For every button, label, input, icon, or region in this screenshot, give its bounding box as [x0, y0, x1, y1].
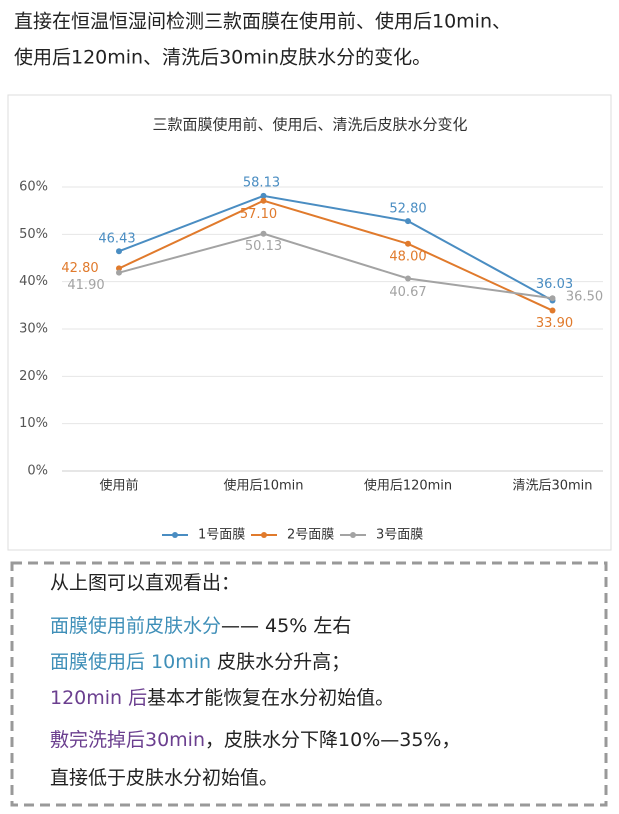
note-text: 敷完洗掉后30min [50, 729, 205, 751]
data-label: 52.80 [389, 202, 426, 217]
data-point [260, 230, 267, 237]
note-text: 面膜使用后 10min [50, 651, 211, 673]
x-tick-label: 使用后10min [223, 478, 303, 494]
data-point [549, 295, 556, 302]
series-line [118, 232, 553, 300]
data-label: 36.03 [536, 277, 573, 292]
y-tick-label: 20% [19, 369, 48, 384]
data-label: 58.13 [243, 175, 280, 190]
note-text: 从上图可以直观看出： [50, 572, 240, 594]
data-label: 41.90 [67, 278, 104, 293]
intro-line: 直接在恒温恒湿间检测三款面膜在使用前、使用后10min、 [14, 11, 511, 33]
chart-frame [7, 94, 612, 551]
note-line: 敷完洗掉后30min，皮肤水分下降10%—35%， [50, 729, 460, 751]
y-tick-label: 60% [19, 180, 48, 195]
note-line: 直接低于皮肤水分初始值。 [50, 767, 278, 789]
legend-marker [350, 532, 356, 538]
series-line [118, 199, 553, 312]
note-line: 从上图可以直观看出： [50, 572, 240, 594]
data-point [405, 218, 411, 225]
chart-title: 三款面膜使用前、使用后、清洗后皮肤水分变化 [152, 116, 467, 134]
data-point [116, 269, 122, 276]
intro-line: 使用后120min、清洗后30min皮肤水分的变化。 [14, 47, 431, 69]
note-text: 直接低于皮肤水分初始值。 [50, 767, 278, 789]
data-label: 50.13 [245, 239, 282, 254]
y-tick-label: 0% [27, 464, 48, 479]
y-tick-label: 40% [19, 274, 48, 289]
note-text: 120min 后 [50, 687, 147, 709]
y-tick-label: 10% [19, 416, 48, 431]
data-point [405, 240, 411, 247]
x-tick-label: 使用前 [99, 478, 138, 494]
data-point [260, 192, 267, 199]
data-point [405, 275, 411, 282]
data-point [116, 265, 122, 272]
data-point [116, 248, 122, 255]
data-point [549, 307, 556, 314]
data-point [260, 197, 267, 204]
y-tick-label: 50% [19, 227, 48, 242]
note-line: 面膜使用前皮肤水分—— 45% 左右 [50, 615, 351, 637]
data-label: 42.80 [61, 261, 98, 276]
note-text: 皮肤水分升高； [211, 651, 350, 673]
note-text: —— 45% 左右 [221, 615, 351, 637]
notes-frame [10, 561, 608, 807]
y-tick-label: 30% [19, 322, 48, 337]
data-label: 36.50 [566, 290, 603, 305]
data-label: 40.67 [389, 285, 426, 300]
legend-marker [261, 532, 267, 538]
legend-marker [172, 532, 178, 538]
x-tick-label: 清洗后30min [512, 479, 592, 494]
data-label: 57.10 [240, 207, 277, 222]
note-text: ，皮肤水分下降10%—35%， [205, 729, 460, 751]
legend-label: 2号面膜 [287, 528, 334, 543]
note-line: 120min 后基本才能恢复在水分初始值。 [50, 687, 394, 709]
note-line: 面膜使用后 10min 皮肤水分升高； [50, 651, 350, 673]
data-label: 48.00 [389, 249, 426, 264]
x-tick-label: 使用后120min [364, 478, 452, 494]
data-label: 46.43 [98, 232, 135, 247]
legend-label: 1号面膜 [198, 528, 245, 543]
note-text: 面膜使用前皮肤水分 [50, 615, 221, 637]
note-text: 基本才能恢复在水分初始值。 [147, 687, 394, 709]
series-line [118, 194, 553, 302]
data-label: 33.90 [536, 316, 573, 331]
legend-label: 3号面膜 [376, 528, 423, 543]
